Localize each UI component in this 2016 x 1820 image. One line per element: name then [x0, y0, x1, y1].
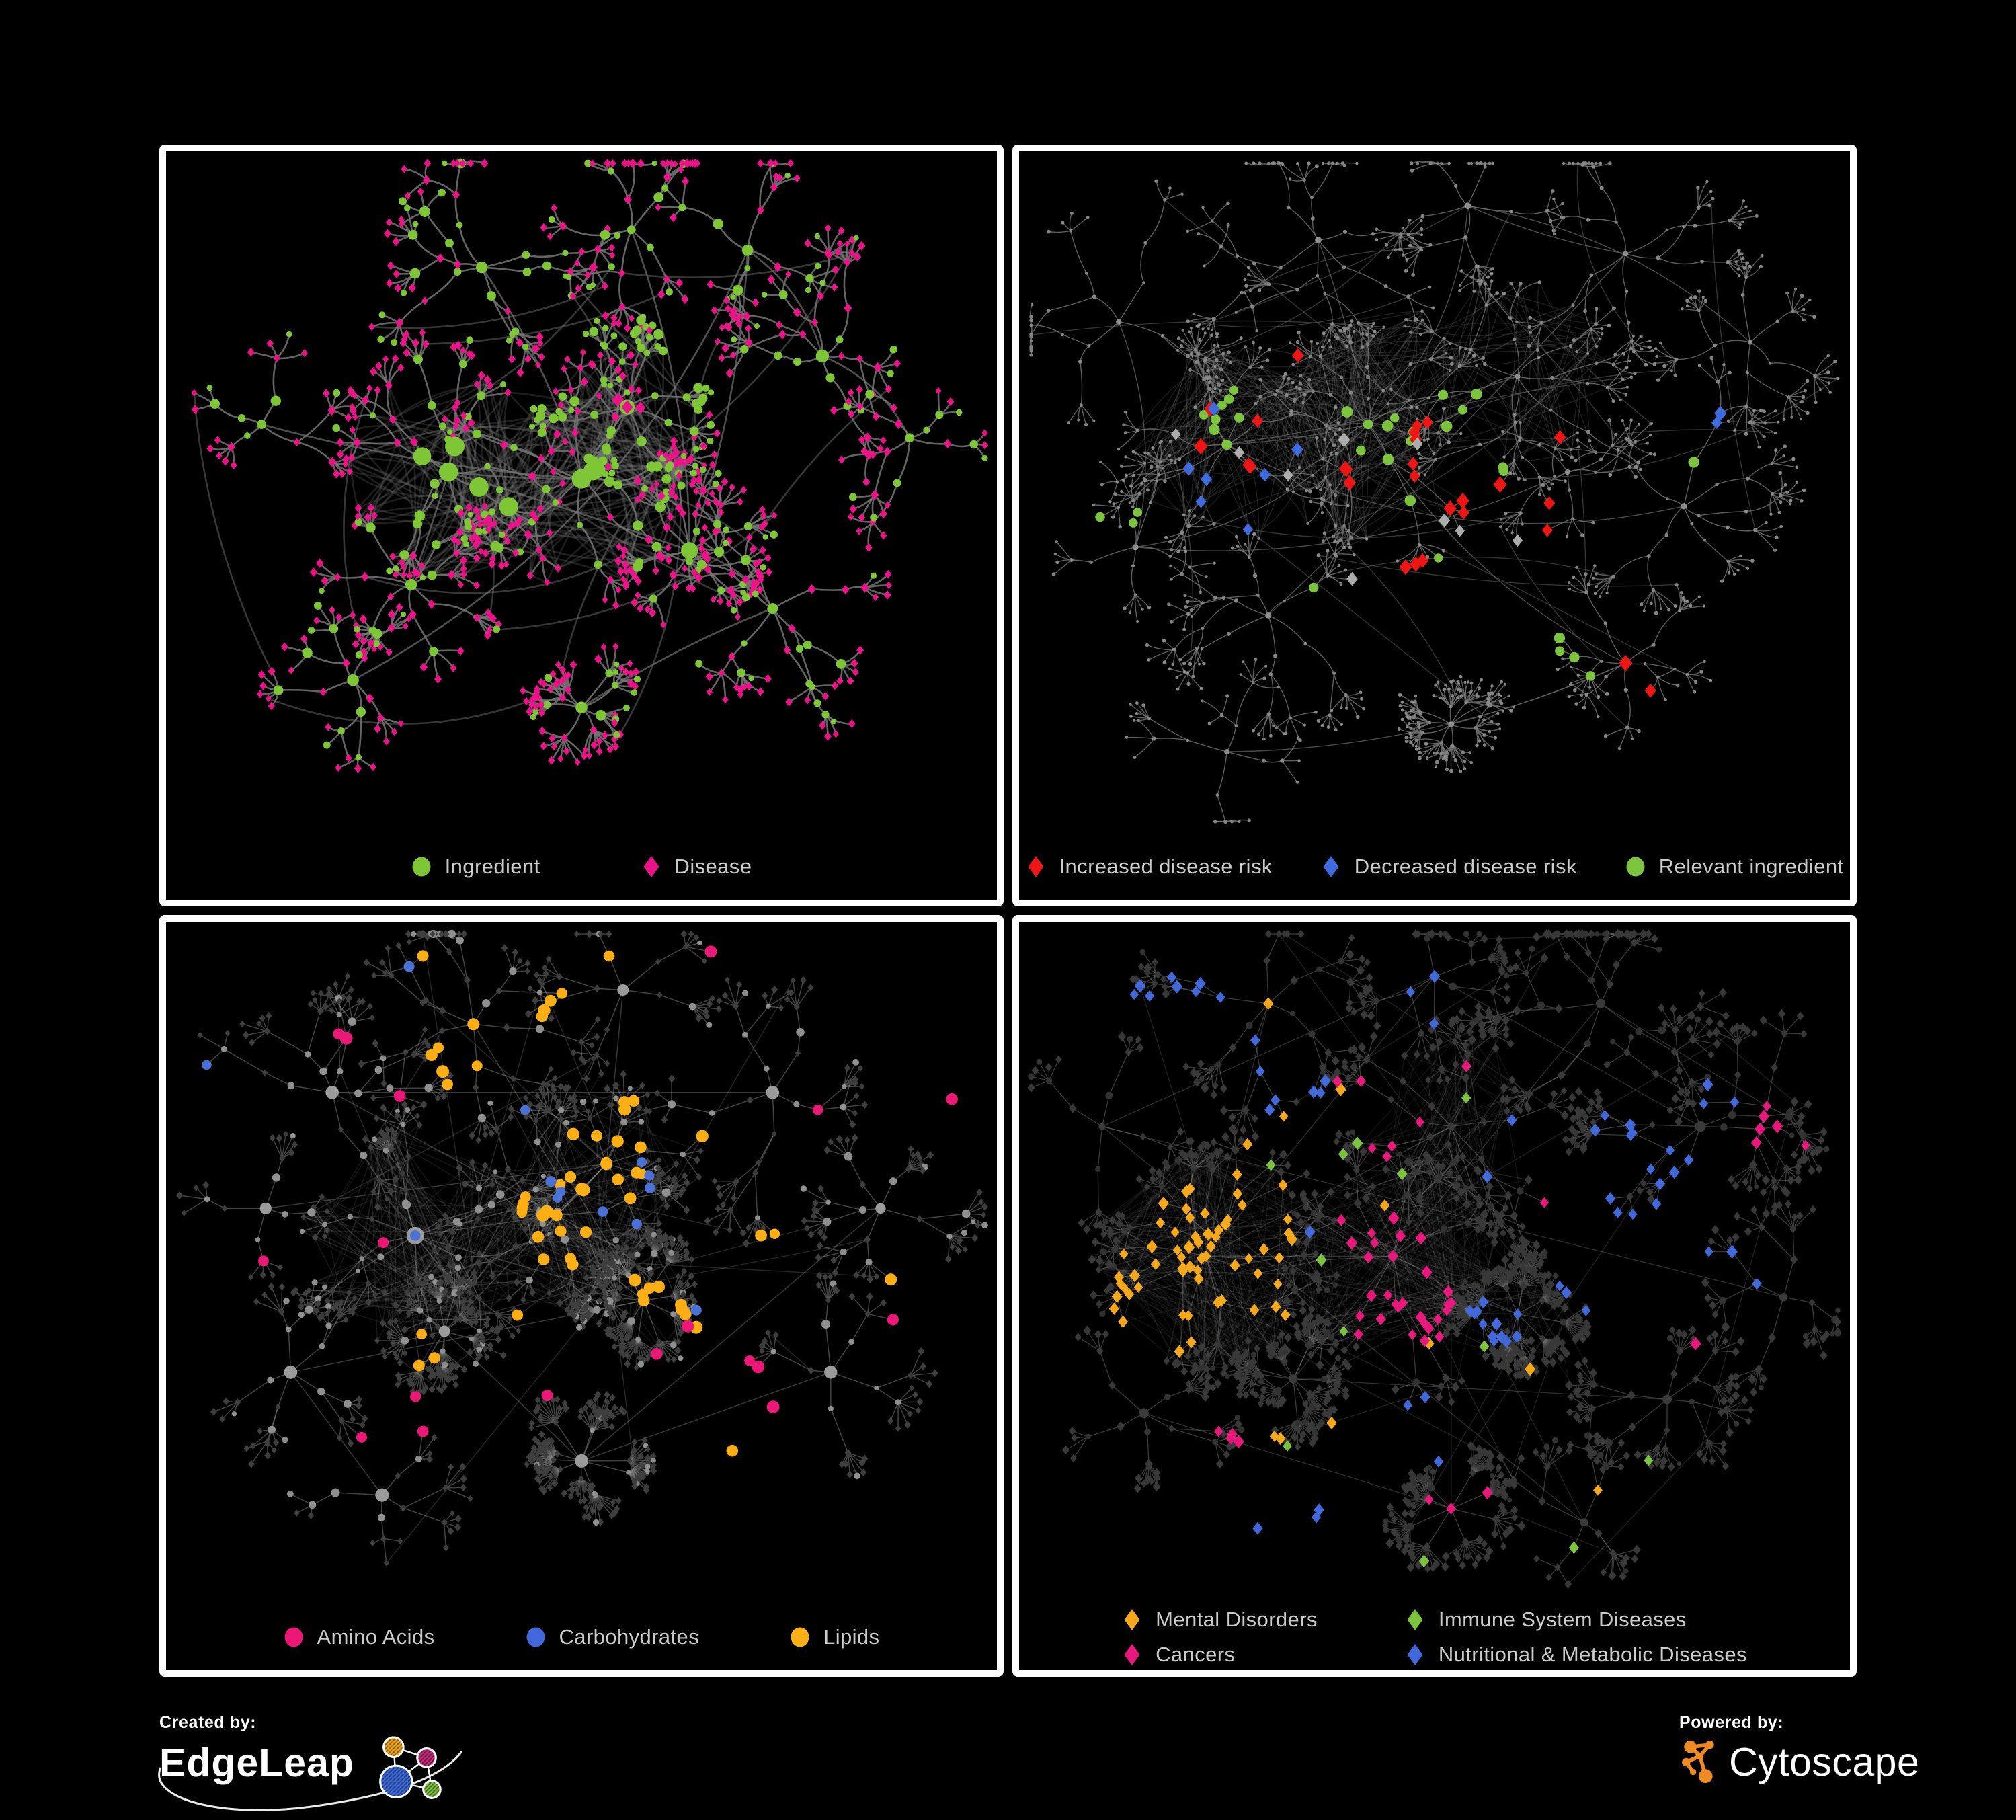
legend-label: Nutritional & Metabolic Diseases: [1438, 1643, 1747, 1666]
powered-by-block: Powered by:: [1679, 1713, 1919, 1788]
legend-label: Lipids: [823, 1625, 880, 1649]
legend-label: Amino Acids: [317, 1625, 435, 1649]
created-by-block: Created by: EdgeLeap: [158, 1713, 466, 1813]
diamond-marker-icon: [1124, 1609, 1140, 1630]
legend-label: Increased disease risk: [1059, 855, 1273, 878]
legend-label: Mental Disorders: [1156, 1608, 1318, 1631]
disease-category-legend: Mental Disorders Immune System Diseases Ca…: [1019, 1604, 1850, 1670]
circle-marker-icon: [412, 857, 431, 877]
legend-item: Carbohydrates: [526, 1625, 700, 1649]
disease-risk-network-graph: [1029, 161, 1840, 824]
edgeleap-logo: EdgeLeap: [158, 1734, 466, 1813]
legend-item: Amino Acids: [284, 1625, 435, 1649]
legend-item: Immune System Diseases: [1405, 1608, 1747, 1632]
legend-label: Carbohydrates: [559, 1625, 700, 1649]
legend-label: Ingredient: [444, 855, 540, 878]
disease-category-network-graph: [1027, 928, 1842, 1589]
panel-ingredient-disease: Ingredient Disease: [159, 145, 1004, 906]
ingredient-disease-legend: Ingredient Disease: [166, 834, 997, 900]
legend-item: Disease: [641, 855, 752, 879]
macronutrient-network-graph: [176, 929, 988, 1567]
edgeleap-wordmark: EdgeLeap: [159, 1741, 354, 1785]
circle-marker-icon: [284, 1627, 303, 1647]
legend-label: Disease: [674, 855, 752, 878]
ingredient-disease-network-graph: [191, 158, 989, 773]
legend-item: Decreased disease risk: [1321, 855, 1577, 879]
diamond-marker-icon: [643, 856, 659, 877]
circle-marker-icon: [526, 1627, 545, 1647]
legend-item: Nutritional & Metabolic Diseases: [1405, 1643, 1747, 1667]
cytoscape-logo: Cytoscape: [1679, 1737, 1919, 1788]
legend-label: Cancers: [1156, 1643, 1236, 1666]
circle-marker-icon: [791, 1627, 809, 1647]
legend-label: Decreased disease risk: [1354, 855, 1577, 878]
panel-macronutrients: Amino Acids Carbohydrates Lipids: [159, 915, 1004, 1677]
diamond-marker-icon: [1323, 856, 1339, 877]
legend-item: Increased disease risk: [1026, 855, 1273, 879]
legend-item: Ingredient: [411, 855, 540, 879]
diamond-marker-icon: [1124, 1644, 1140, 1665]
macronutrient-legend: Amino Acids Carbohydrates Lipids: [166, 1604, 997, 1670]
legend-item: Lipids: [790, 1625, 879, 1649]
created-by-label: Created by:: [159, 1713, 257, 1732]
cytoscape-wordmark: Cytoscape: [1729, 1740, 1920, 1784]
edgeleap-network-icon: [379, 1736, 442, 1799]
legend-item: Cancers: [1122, 1643, 1318, 1667]
diamond-marker-icon: [1028, 856, 1044, 877]
panel-disease-categories: Mental Disorders Immune System Diseases Ca…: [1012, 915, 1857, 1677]
diamond-marker-icon: [1407, 1644, 1423, 1665]
legend-item: Mental Disorders: [1122, 1608, 1318, 1632]
legend-label: Immune System Diseases: [1438, 1608, 1687, 1631]
circle-marker-icon: [1626, 857, 1645, 877]
legend-label: Relevant ingredient: [1658, 855, 1844, 878]
panels-grid: Ingredient Disease Increased disease risk…: [159, 145, 1857, 1677]
edgeleap-swoosh-icon: [158, 1751, 463, 1811]
disease-risk-legend: Increased disease risk Decreased disease …: [1019, 834, 1850, 900]
powered-by-label: Powered by:: [1679, 1713, 1784, 1732]
legend-item: Relevant ingredient: [1625, 855, 1844, 879]
diamond-marker-icon: [1407, 1609, 1423, 1630]
panel-disease-risk: Increased disease risk Decreased disease …: [1012, 145, 1857, 906]
cytoscape-network-icon: [1682, 1740, 1714, 1783]
